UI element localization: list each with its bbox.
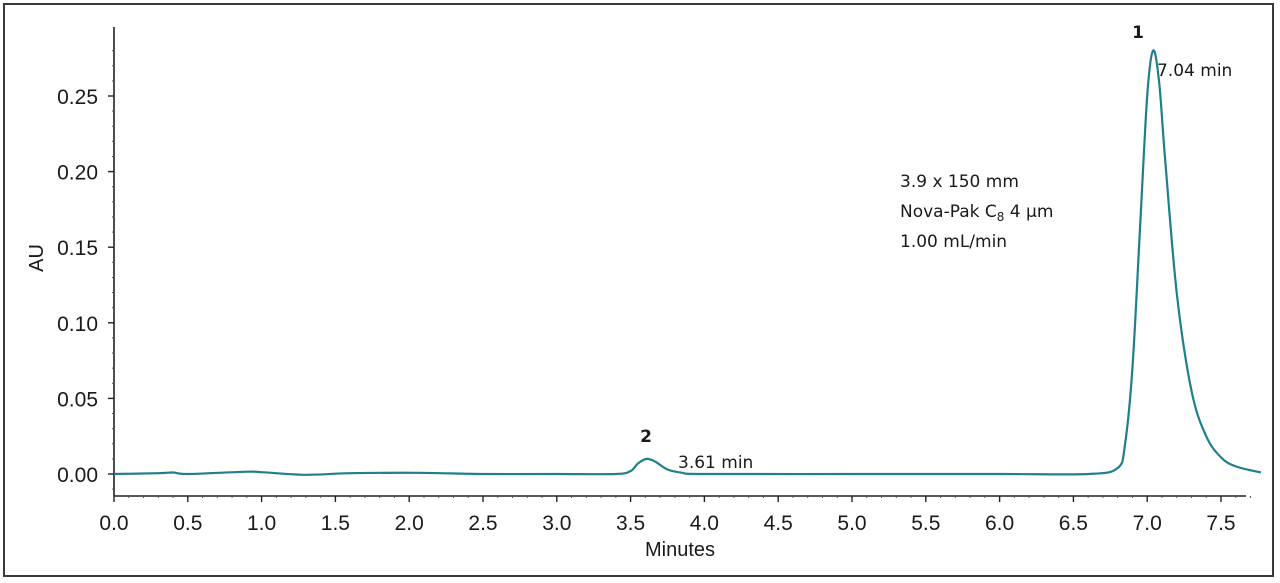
column-name: Nova-Pak C8 4 µm xyxy=(900,202,1053,224)
y-tick-label: 0.15 xyxy=(57,237,98,260)
peak-2-number: 2 xyxy=(640,427,652,447)
y-tick-label: 0.00 xyxy=(57,464,98,487)
x-axis-title: Minutes xyxy=(645,539,715,561)
x-tick-label: 2.0 xyxy=(395,512,424,535)
y-axis: 0.00 0.05 0.10 0.15 0.20 0.25 xyxy=(57,27,115,496)
x-tick-label: 0.0 xyxy=(99,512,128,535)
y-tick-label: 0.10 xyxy=(57,313,98,336)
x-tick-label: 6.5 xyxy=(1059,512,1088,535)
x-tick-label: 3.0 xyxy=(542,512,571,535)
y-tick-label: 0.05 xyxy=(57,388,98,411)
column-dimensions: 3.9 x 150 mm xyxy=(900,172,1019,192)
x-tick-label: 1.0 xyxy=(247,512,276,535)
x-tick-label: 5.5 xyxy=(911,512,940,535)
x-tick-label: 7.5 xyxy=(1206,512,1235,535)
y-axis-title: AU xyxy=(26,244,48,272)
y-tick-label: 0.20 xyxy=(57,162,98,185)
x-tick-label: 1.5 xyxy=(321,512,350,535)
peak-2-retention-time: 3.61 min xyxy=(678,453,753,473)
peak-1-number: 1 xyxy=(1132,23,1144,43)
x-tick-label: 7.0 xyxy=(1133,512,1162,535)
chromatogram-trace xyxy=(113,49,1262,476)
chart-frame xyxy=(3,3,1274,577)
x-axis: 0.0 0.5 1.0 1.5 2.0 2.5 3.0 3.5 4.0 4.5 5.0 5.5 6.0 6… xyxy=(99,495,1252,535)
y-tick-label: 0.25 xyxy=(57,86,98,109)
x-tick-label: 4.0 xyxy=(690,512,719,535)
x-tick-label: 2.5 xyxy=(468,512,497,535)
x-tick-label: 3.5 xyxy=(616,512,645,535)
x-tick-label: 4.5 xyxy=(764,512,793,535)
x-tick-label: 5.0 xyxy=(837,512,866,535)
peak-1-retention-time: 7.04 min xyxy=(1157,61,1232,81)
x-tick-label: 6.0 xyxy=(985,512,1014,535)
flow-rate: 1.00 mL/min xyxy=(900,232,1007,252)
x-tick-label: 0.5 xyxy=(173,512,202,535)
